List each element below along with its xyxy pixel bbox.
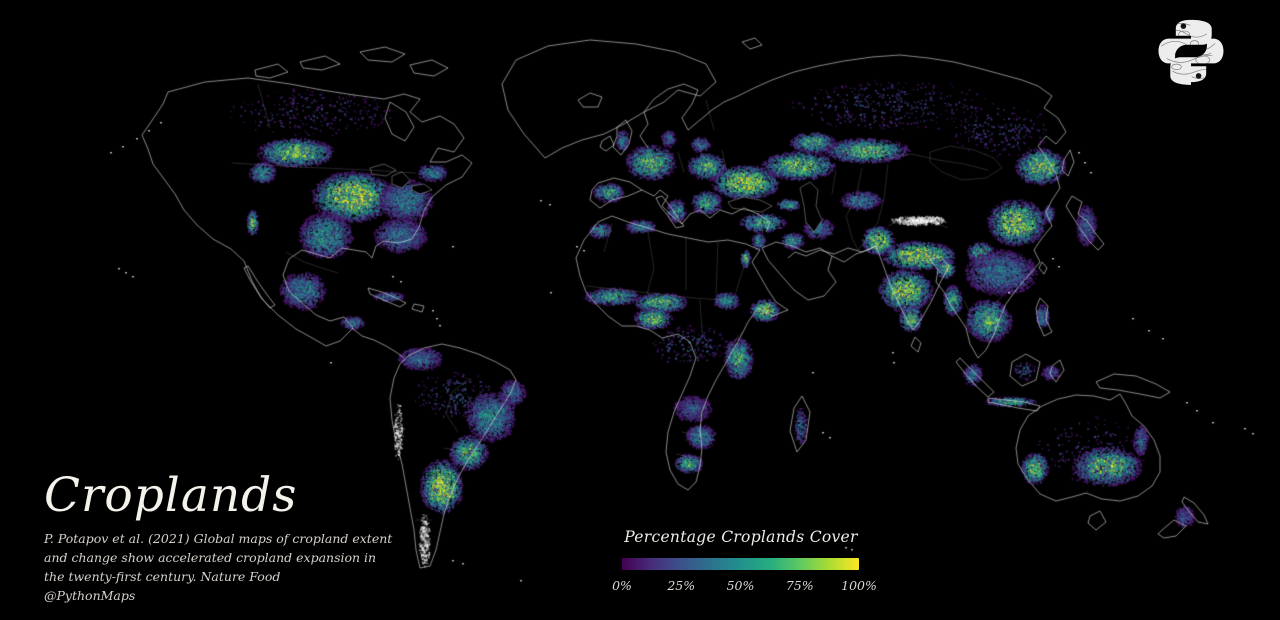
python-eye-top (1180, 23, 1187, 29)
legend-ticks: 0% 25% 50% 75% 100% (612, 578, 877, 596)
tick-label-50: 50% (726, 578, 755, 593)
tick-label-25: 25% (667, 578, 696, 593)
page-title: Croplands (44, 468, 298, 523)
tick-label-100: 100% (841, 578, 877, 593)
legend-title: Percentage Croplands Cover (624, 528, 858, 546)
citation-line: the twenty-first century. Nature Food (44, 569, 281, 585)
pythonmaps-logo-icon (1150, 13, 1232, 89)
citation-handle: @PythonMaps (44, 588, 136, 604)
python-eye-bottom (1195, 73, 1202, 79)
tick-label-0: 0% (612, 578, 632, 593)
legend: Percentage Croplands Cover 0% 25% 50% 75… (604, 528, 878, 593)
tick-label-75: 75% (785, 578, 814, 593)
title-block: Croplands P. Potapov et al. (2021) Globa… (44, 470, 392, 608)
citation: P. Potapov et al. (2021) Global maps of … (44, 531, 392, 605)
citation-line: P. Potapov et al. (2021) Global maps of … (44, 530, 393, 546)
viridis-colorbar (622, 558, 859, 570)
citation-line: and change show accelerated cropland exp… (44, 549, 377, 565)
